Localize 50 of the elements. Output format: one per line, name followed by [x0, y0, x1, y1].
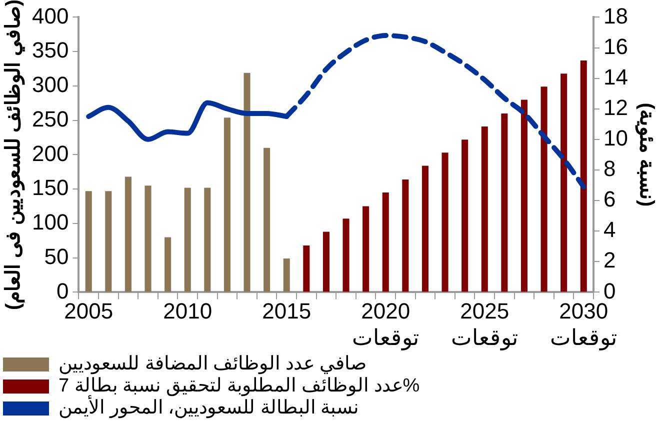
bar: [322, 232, 330, 292]
bar: [224, 118, 230, 292]
bar: [520, 100, 528, 292]
y-tick-label: 350: [32, 38, 69, 63]
y-tick-label: 50: [44, 244, 69, 269]
y-axis-title: (صافي الوظائف للسعوديين فى العام): [2, 0, 26, 310]
bar: [105, 191, 112, 292]
bar: [382, 192, 389, 292]
bar: [462, 140, 468, 292]
y2-tick-label: 0: [604, 278, 616, 304]
y2-tick-label: 8: [604, 156, 616, 182]
y-tick-label: 200: [32, 140, 69, 166]
bar: [362, 206, 370, 292]
bar: [283, 258, 290, 292]
bar: [560, 74, 568, 292]
y-tick-label: 400: [32, 3, 69, 28]
bar: [481, 126, 488, 292]
bar: [402, 179, 409, 292]
y-tick-label: 150: [32, 175, 69, 200]
y2-tick-label: 12: [604, 94, 628, 120]
y2-tick-label: 14: [604, 64, 628, 90]
y2-tick-label: 18: [604, 3, 628, 28]
bar: [164, 237, 172, 292]
y2-axis-title: (نسبة مئوية): [634, 102, 658, 207]
y2-tick-label: 2: [604, 248, 616, 273]
bar: [422, 166, 428, 292]
bar: [184, 188, 191, 292]
legend-label: صافي عدد الوظائف المضافة للسعوديين: [58, 354, 367, 375]
legend-label: نسبة البطالة للسعوديين، المحور الأيمن: [58, 398, 359, 419]
bar: [264, 148, 270, 292]
bar: [442, 152, 448, 292]
y-tick-label: 300: [32, 72, 69, 98]
bar: [124, 176, 132, 292]
bar: [580, 60, 587, 292]
y2-tick-label: 6: [604, 186, 616, 212]
bar: [501, 113, 508, 292]
bar: [244, 72, 250, 292]
bar: [303, 245, 310, 292]
bar: [342, 218, 350, 292]
y-tick-label: 250: [32, 106, 69, 132]
y2-tick-label: 4: [604, 217, 616, 242]
bar: [204, 188, 211, 292]
x-tick-label: 2010: [163, 298, 212, 324]
bar: [85, 191, 92, 292]
y2-tick-label: 10: [604, 125, 628, 150]
y-tick-label: 100: [32, 210, 69, 235]
y2-tick-label: 16: [604, 34, 628, 59]
x-tick-label: 2015: [262, 298, 312, 324]
bar: [144, 186, 152, 292]
bar: [540, 86, 548, 292]
